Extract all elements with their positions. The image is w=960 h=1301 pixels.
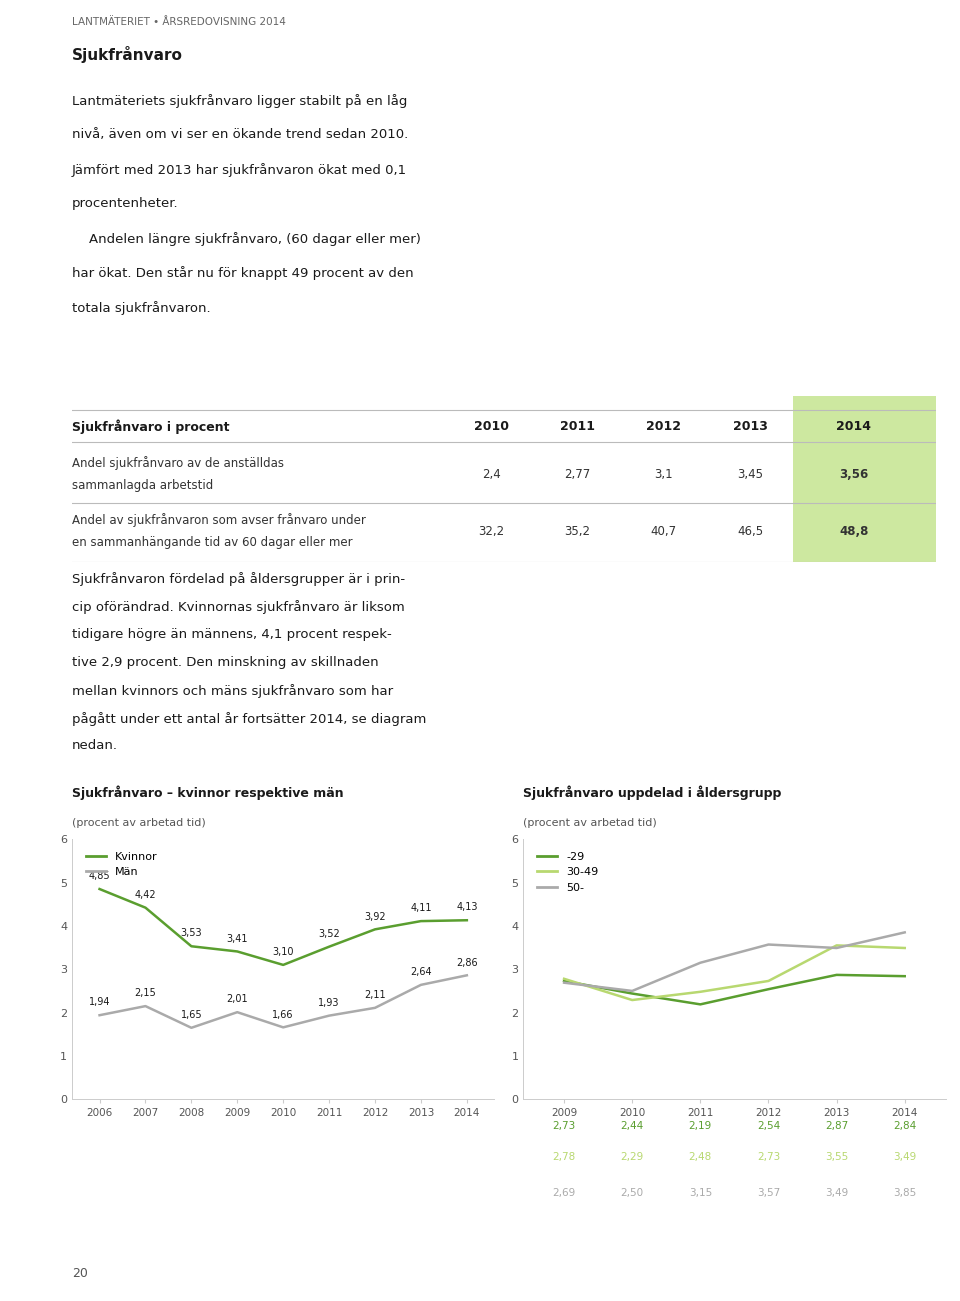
Text: 3,52: 3,52	[318, 929, 340, 939]
Text: 2,73: 2,73	[552, 1121, 576, 1132]
Text: 2,01: 2,01	[227, 994, 248, 1004]
Text: 3,55: 3,55	[825, 1153, 849, 1162]
Text: 2,69: 2,69	[552, 1188, 576, 1198]
Text: 2,44: 2,44	[620, 1121, 644, 1132]
Bar	[793, 396, 936, 562]
Text: Sjukfrånvaro i procent: Sjukfrånvaro i procent	[72, 419, 229, 433]
Text: (procent av arbetad tid): (procent av arbetad tid)	[523, 818, 657, 827]
Text: 2012: 2012	[646, 420, 682, 433]
Text: nivå, även om vi ser en ökande trend sedan 2010.: nivå, även om vi ser en ökande trend sed…	[72, 129, 408, 142]
Text: nedan.: nedan.	[72, 739, 118, 752]
Legend: -29, 30-49, 50-: -29, 30-49, 50-	[533, 847, 603, 898]
Text: Andel av sjukfrånvaron som avser frånvaro under: Andel av sjukfrånvaron som avser frånvar…	[72, 513, 366, 527]
Text: 32,2: 32,2	[478, 524, 504, 537]
Text: Andelen längre sjukfrånvaro, (60 dagar eller mer): Andelen längre sjukfrånvaro, (60 dagar e…	[72, 232, 420, 246]
Text: 2,73: 2,73	[756, 1153, 780, 1162]
Text: 35,2: 35,2	[564, 524, 590, 537]
Text: 2,64: 2,64	[410, 967, 432, 977]
Text: cip oförändrad. Kvinnornas sjukfrånvaro är liksom: cip oförändrad. Kvinnornas sjukfrånvaro …	[72, 600, 405, 614]
Text: pågått under ett antal år fortsätter 2014, se diagram: pågått under ett antal år fortsätter 201…	[72, 712, 426, 726]
Text: 2010: 2010	[473, 420, 509, 433]
Text: 3,10: 3,10	[273, 947, 294, 958]
Text: 1,93: 1,93	[319, 998, 340, 1008]
Text: 2,87: 2,87	[825, 1121, 849, 1132]
Text: Sjukfrånvaro – kvinnor respektive män: Sjukfrånvaro – kvinnor respektive män	[72, 786, 344, 800]
Text: Sjukfrånvaro uppdelad i åldersgrupp: Sjukfrånvaro uppdelad i åldersgrupp	[523, 786, 781, 800]
Text: procentenheter.: procentenheter.	[72, 198, 179, 211]
Text: Andel sjukfrånvaro av de anställdas: Andel sjukfrånvaro av de anställdas	[72, 455, 284, 470]
Text: 3,53: 3,53	[180, 929, 203, 938]
Text: 3,56: 3,56	[839, 468, 869, 481]
Text: tidigare högre än männens, 4,1 procent respek-: tidigare högre än männens, 4,1 procent r…	[72, 628, 392, 641]
Text: 2,4: 2,4	[482, 468, 500, 481]
Text: 1,66: 1,66	[273, 1010, 294, 1020]
Text: 3,1: 3,1	[655, 468, 673, 481]
Text: 2011: 2011	[560, 420, 595, 433]
Text: sammanlagda arbetstid: sammanlagda arbetstid	[72, 479, 213, 492]
Text: 2,29: 2,29	[620, 1153, 644, 1162]
Text: 3,92: 3,92	[364, 912, 386, 921]
Text: 2,15: 2,15	[134, 989, 156, 998]
Text: 4,42: 4,42	[134, 890, 156, 900]
Text: 48,8: 48,8	[839, 524, 869, 537]
Text: har ökat. Den står nu för knappt 49 procent av den: har ökat. Den står nu för knappt 49 proc…	[72, 267, 414, 280]
Text: 2,86: 2,86	[456, 958, 478, 968]
Text: 40,7: 40,7	[651, 524, 677, 537]
Text: 2,19: 2,19	[688, 1121, 712, 1132]
Text: 3,49: 3,49	[825, 1188, 849, 1198]
Text: 4,85: 4,85	[88, 872, 110, 881]
Text: tive 2,9 procent. Den minskning av skillnaden: tive 2,9 procent. Den minskning av skill…	[72, 656, 378, 669]
Text: mellan kvinnors och mäns sjukfrånvaro som har: mellan kvinnors och mäns sjukfrånvaro so…	[72, 684, 394, 697]
Text: 1,94: 1,94	[88, 998, 110, 1007]
Text: 2,50: 2,50	[621, 1188, 644, 1198]
Text: 3,57: 3,57	[756, 1188, 780, 1198]
Text: Sjukfrånvaron fördelad på åldersgrupper är i prin-: Sjukfrånvaron fördelad på åldersgrupper …	[72, 572, 405, 587]
Text: 3,41: 3,41	[227, 934, 248, 943]
Legend: Kvinnor, Män: Kvinnor, Män	[82, 847, 162, 882]
Text: 4,13: 4,13	[456, 903, 478, 912]
Text: totala sjukfrånvaron.: totala sjukfrånvaron.	[72, 301, 210, 315]
Text: en sammanhängande tid av 60 dagar eller mer: en sammanhängande tid av 60 dagar eller …	[72, 536, 352, 549]
Text: 2,78: 2,78	[552, 1153, 576, 1162]
Text: 3,45: 3,45	[737, 468, 763, 481]
Text: 2,11: 2,11	[364, 990, 386, 1000]
Text: (procent av arbetad tid): (procent av arbetad tid)	[72, 818, 205, 827]
Text: 3,15: 3,15	[688, 1188, 712, 1198]
Text: Lantmäteriets sjukfrånvaro ligger stabilt på en låg: Lantmäteriets sjukfrånvaro ligger stabil…	[72, 94, 407, 108]
Text: LANTMÄTERIET • ÅRSREDOVISNING 2014: LANTMÄTERIET • ÅRSREDOVISNING 2014	[72, 17, 286, 27]
Text: 4,11: 4,11	[410, 903, 432, 913]
Text: 2,84: 2,84	[893, 1121, 917, 1132]
Text: 3,49: 3,49	[893, 1153, 917, 1162]
Text: 46,5: 46,5	[737, 524, 763, 537]
Text: 2014: 2014	[836, 420, 872, 433]
Text: Jämfört med 2013 har sjukfrånvaron ökat med 0,1: Jämfört med 2013 har sjukfrånvaron ökat …	[72, 163, 407, 177]
Text: 2013: 2013	[732, 420, 768, 433]
Text: 1,65: 1,65	[180, 1010, 203, 1020]
Text: Sjukfrånvaro: Sjukfrånvaro	[72, 46, 182, 62]
Text: 3,85: 3,85	[893, 1188, 917, 1198]
Text: 20: 20	[72, 1267, 88, 1280]
Text: 2,48: 2,48	[688, 1153, 712, 1162]
Text: 2,54: 2,54	[756, 1121, 780, 1132]
Text: 2,77: 2,77	[564, 468, 590, 481]
